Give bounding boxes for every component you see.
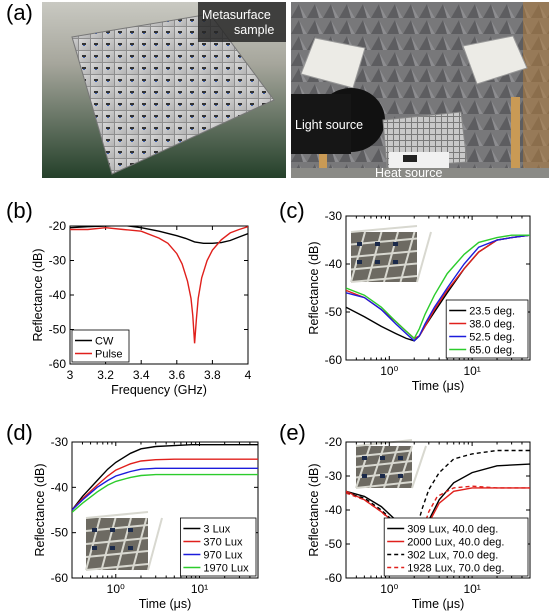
y-tick-label-e: -60 — [325, 571, 343, 585]
metasurface-photo: Metasurface sample — [42, 2, 286, 178]
series-line-e-3 — [346, 485, 530, 544]
photo-label-heat-source: Heat source — [375, 166, 443, 178]
x-tick-label-b: 3 — [67, 368, 74, 382]
setup-photo: Light source Heat source — [291, 2, 549, 178]
panel-letter-b: (b) — [6, 198, 33, 223]
axes-frame-b — [69, 225, 249, 365]
series-line-d-1 — [72, 458, 258, 511]
y-tick-label-b: -50 — [49, 323, 67, 337]
photo-label-metasurface-1: Metasurface — [202, 8, 271, 22]
series-line-c-3 — [346, 234, 530, 340]
legend-entry-d-0: 3 Lux — [203, 524, 230, 536]
y-tick-label-d: -50 — [51, 526, 69, 540]
x-tick-label-b: 3.6 — [168, 368, 185, 382]
legend-entry-e-1: 2000 Lux, 40.0 deg. — [407, 537, 504, 549]
legend-entry-c-3: 65.0 deg. — [469, 345, 515, 357]
series-line-c-0 — [346, 234, 530, 342]
y-tick-label-c: -40 — [325, 257, 343, 271]
x-tick-label-b: 4 — [245, 368, 252, 382]
legend-entry-b-1: Pulse — [95, 349, 123, 361]
inset-photo-d — [85, 511, 163, 571]
y-tick-label-b: -40 — [49, 288, 67, 302]
legend-c: 23.5 deg.38.0 deg.52.5 deg.65.0 deg. — [445, 299, 529, 359]
y-tick-label-b: -20 — [49, 219, 67, 233]
panel-letter-d: (d) — [6, 420, 33, 445]
x-tick-label-b: 3.4 — [133, 368, 150, 382]
y-tick-label-c: -60 — [325, 353, 343, 367]
inset-photo-e — [355, 439, 427, 489]
series-line-e-2 — [346, 449, 530, 544]
series-line-d-3 — [72, 473, 258, 513]
series-line-d-2 — [72, 467, 258, 511]
series-line-c-2 — [346, 234, 530, 342]
series-line-b-0 — [70, 226, 248, 244]
photo-label-metasurface-2: sample — [234, 23, 275, 37]
legend-entry-d-2: 970 Lux — [203, 550, 243, 562]
x-tick-label-d: 10¹ — [191, 582, 208, 596]
legend-entry-b-0: CW — [95, 336, 114, 348]
axes-frame-e — [345, 441, 531, 579]
y-tick-label-c: -50 — [325, 305, 343, 319]
x-axis-label-e: Time (μs) — [412, 597, 465, 611]
series-line-e-0 — [346, 463, 530, 551]
y-tick-label-d: -30 — [51, 435, 69, 449]
y-axis-label-c: Reflectance (dB) — [307, 241, 321, 334]
y-axis-label-e: Reflectance (dB) — [307, 463, 321, 556]
y-axis-label-b: Reflectance (dB) — [31, 248, 45, 341]
legend-box-b — [71, 329, 130, 363]
x-tick-label-d: 10⁰ — [107, 582, 125, 596]
y-tick-label-c: -30 — [325, 209, 343, 223]
legend-entry-c-2: 52.5 deg. — [469, 332, 515, 344]
x-tick-label-e: 10⁰ — [380, 582, 398, 596]
y-tick-label-e: -40 — [325, 503, 343, 517]
series-line-c-1 — [346, 234, 530, 340]
x-tick-label-c: 10⁰ — [380, 364, 398, 378]
y-tick-label-e: -50 — [325, 537, 343, 551]
x-tick-label-b: 3.2 — [97, 368, 114, 382]
series-line-d-0 — [72, 444, 258, 511]
legend-entry-e-0: 309 Lux, 40.0 deg. — [407, 524, 498, 536]
legend-box-c — [445, 299, 529, 359]
legend-entry-e-3: 1928 Lux, 70.0 deg. — [407, 563, 504, 575]
y-tick-label-b: -60 — [49, 357, 67, 371]
y-axis-label-d: Reflectance (dB) — [33, 463, 47, 556]
x-axis-label-d: Time (μs) — [139, 597, 192, 611]
y-tick-label-b: -30 — [49, 254, 67, 268]
legend-entry-c-1: 38.0 deg. — [469, 319, 515, 331]
axes-frame-d — [71, 441, 259, 579]
x-tick-label-e: 10¹ — [463, 582, 480, 596]
y-tick-label-d: -40 — [51, 480, 69, 494]
legend-entry-d-1: 370 Lux — [203, 537, 243, 549]
x-axis-label-b: Frequency (GHz) — [111, 383, 207, 397]
x-axis-label-c: Time (μs) — [412, 379, 465, 393]
panel-letter-e: (e) — [279, 420, 306, 445]
panel-letter-c: (c) — [279, 198, 305, 223]
y-tick-label-e: -20 — [325, 435, 343, 449]
legend-entry-d-3: 1970 Lux — [203, 563, 249, 575]
legend-box-d — [179, 517, 257, 577]
legend-entry-e-2: 302 Lux, 70.0 deg. — [407, 550, 498, 562]
photo-label-light-source: Light source — [295, 118, 364, 132]
panel-letter-a: (a) — [6, 0, 33, 25]
series-line-b-1 — [70, 226, 248, 344]
legend-entry-c-0: 23.5 deg. — [469, 306, 515, 318]
legend-e: 309 Lux, 40.0 deg.2000 Lux, 40.0 deg.302… — [383, 517, 529, 577]
legend-box-e — [383, 517, 529, 577]
x-tick-label-b: 3.8 — [204, 368, 221, 382]
x-tick-label-c: 10¹ — [463, 364, 480, 378]
y-tick-label-d: -60 — [51, 571, 69, 585]
series-line-e-1 — [346, 487, 530, 545]
inset-photo-c — [350, 225, 432, 283]
axes-frame-c — [345, 215, 531, 361]
y-tick-label-e: -30 — [325, 469, 343, 483]
